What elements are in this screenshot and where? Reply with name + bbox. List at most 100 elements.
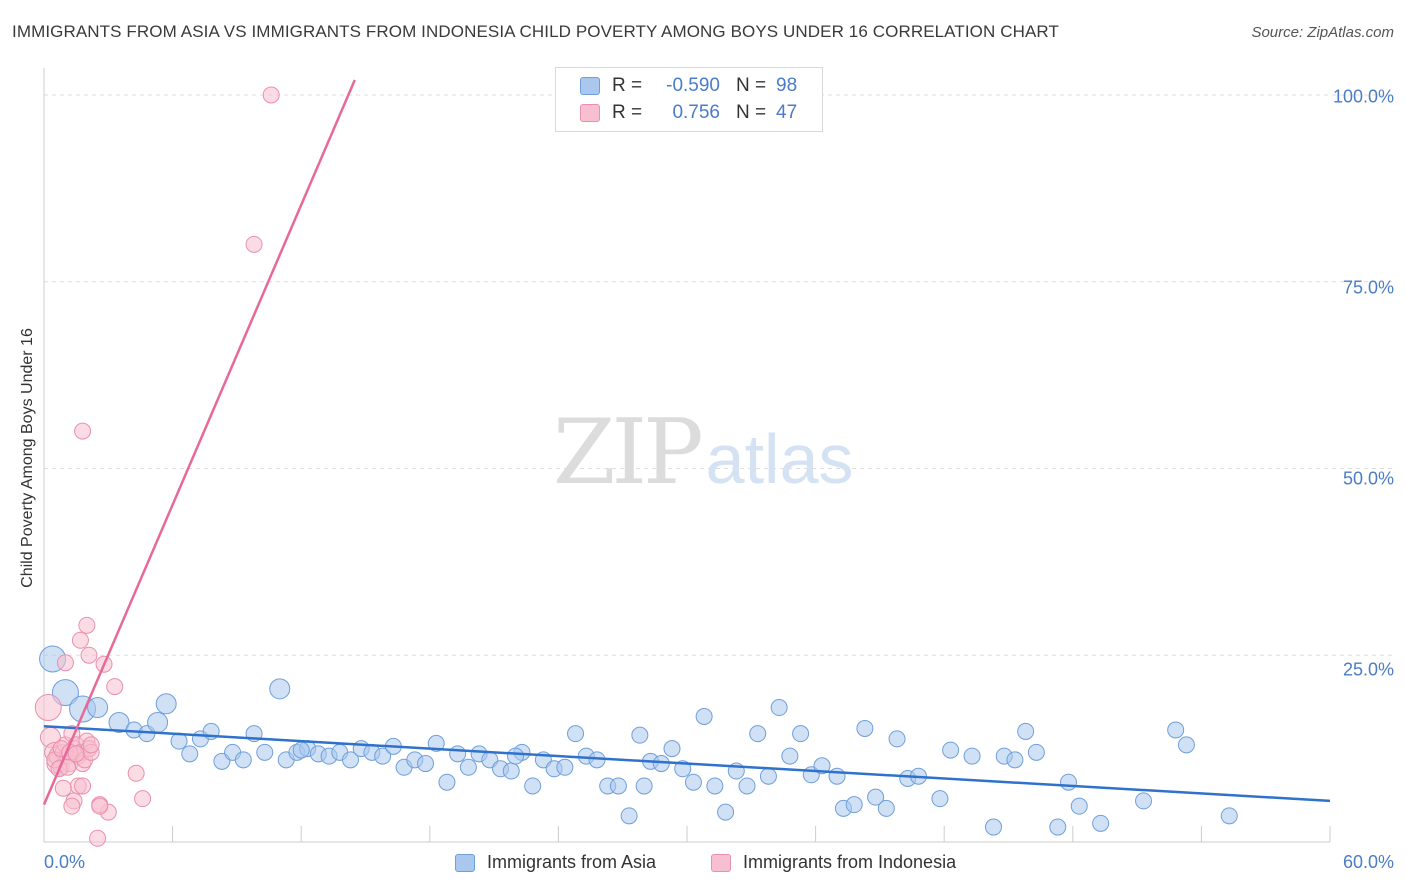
asia-point bbox=[877, 799, 895, 817]
indonesia-point bbox=[134, 790, 152, 808]
asia-point bbox=[374, 747, 392, 765]
asia-point bbox=[845, 796, 863, 814]
legend-label-indonesia: Immigrants from Indonesia bbox=[743, 852, 957, 872]
asia-point bbox=[813, 757, 831, 775]
asia-point bbox=[234, 751, 252, 769]
n-label: N = bbox=[736, 75, 767, 96]
asia-point bbox=[888, 730, 906, 748]
asia-point bbox=[1006, 751, 1024, 769]
indonesia-point bbox=[63, 797, 81, 815]
r-label: R = bbox=[612, 102, 643, 123]
asia-point bbox=[108, 711, 130, 733]
asia-point bbox=[502, 762, 520, 780]
n-value: 47 bbox=[776, 102, 798, 123]
asia-point bbox=[770, 699, 788, 717]
asia-point bbox=[792, 725, 810, 743]
indonesia-point bbox=[67, 745, 85, 763]
asia-point bbox=[931, 790, 949, 808]
indonesia-point bbox=[78, 616, 96, 634]
grid-layer bbox=[44, 94, 1392, 656]
asia-swatch-icon bbox=[455, 853, 475, 872]
asia-point bbox=[181, 745, 199, 763]
indonesia-point bbox=[34, 694, 62, 722]
asia-point bbox=[51, 679, 79, 707]
asia-point bbox=[449, 745, 467, 763]
asia-point bbox=[1177, 736, 1195, 754]
indonesia-point bbox=[106, 678, 124, 696]
asia-point bbox=[1092, 814, 1110, 832]
indonesia-trend-line bbox=[42, 79, 356, 806]
asia-point bbox=[524, 777, 542, 795]
legend-label-asia: Immigrants from Asia bbox=[487, 852, 657, 872]
asia-point bbox=[269, 678, 291, 700]
asia-point bbox=[631, 726, 649, 744]
asia-point bbox=[507, 747, 525, 765]
asia-point bbox=[292, 741, 310, 759]
asia-point bbox=[759, 767, 777, 785]
r-value: 0.756 bbox=[672, 102, 720, 123]
n-label: N = bbox=[736, 102, 767, 123]
indonesia-point bbox=[74, 422, 92, 440]
correlation-legend: R = -0.590 N = 98 R = 0.756 N = 47 bbox=[555, 67, 823, 132]
asia-point bbox=[567, 725, 585, 743]
y-tick-label: 25.0% bbox=[1342, 659, 1394, 680]
asia-point bbox=[620, 807, 638, 825]
asia-series bbox=[39, 645, 1238, 836]
asia-point bbox=[1220, 807, 1238, 825]
asia-point bbox=[341, 751, 359, 769]
asia-point bbox=[781, 747, 799, 765]
asia-point bbox=[706, 777, 724, 795]
asia-trend-line bbox=[43, 724, 1331, 803]
x-tick-label-min: 0.0% bbox=[44, 852, 86, 872]
asia-point bbox=[663, 740, 681, 758]
chart-title: IMMIGRANTS FROM ASIA VS IMMIGRANTS FROM … bbox=[12, 22, 1059, 41]
asia-point bbox=[1027, 743, 1045, 761]
asia-point bbox=[963, 747, 981, 765]
asia-point bbox=[942, 741, 960, 759]
asia-point bbox=[147, 711, 169, 733]
asia-point bbox=[695, 707, 713, 725]
watermark: ZIPatlas bbox=[553, 400, 854, 505]
indonesia-point bbox=[89, 829, 107, 847]
trend-lines bbox=[42, 79, 1331, 806]
asia-point bbox=[738, 777, 756, 795]
asia-point bbox=[867, 788, 885, 806]
asia-point bbox=[984, 818, 1002, 836]
asia-point bbox=[427, 734, 445, 752]
asia-point bbox=[87, 697, 109, 719]
asia-point bbox=[856, 719, 874, 737]
asia-point bbox=[1017, 722, 1035, 740]
indonesia-point bbox=[56, 654, 74, 672]
asia-point bbox=[635, 777, 653, 795]
watermark-zip: ZIP bbox=[553, 400, 704, 505]
asia-point bbox=[1070, 797, 1088, 815]
asia-point bbox=[1135, 792, 1153, 810]
indonesia-point bbox=[262, 86, 280, 104]
r-value: -0.590 bbox=[666, 75, 720, 96]
indonesia-point bbox=[54, 779, 72, 797]
legend-row-asia: R = -0.590 N = 98 bbox=[580, 74, 797, 98]
asia-point bbox=[609, 777, 627, 795]
y-axis-label: Child Poverty Among Boys Under 16 bbox=[19, 328, 36, 588]
asia-point bbox=[684, 773, 702, 791]
asia-point bbox=[828, 767, 846, 785]
asia-point bbox=[417, 755, 435, 773]
watermark-atlas: atlas bbox=[705, 420, 854, 498]
y-tick-label: 75.0% bbox=[1342, 277, 1394, 298]
asia-point bbox=[749, 725, 767, 743]
asia-point bbox=[256, 743, 274, 761]
legend-row-indonesia: R = 0.756 N = 47 bbox=[580, 101, 797, 125]
asia-swatch-icon bbox=[580, 77, 600, 95]
asia-point bbox=[155, 693, 177, 715]
y-tick-label: 50.0% bbox=[1342, 468, 1394, 489]
asia-point bbox=[459, 758, 477, 776]
indonesia-point bbox=[74, 777, 92, 795]
x-tick-label-max: 60.0% bbox=[1342, 852, 1394, 872]
y-tick-label: 100.0% bbox=[1332, 86, 1394, 107]
indonesia-point bbox=[245, 235, 263, 253]
bottom-legend-asia: Immigrants from Asia bbox=[455, 852, 656, 873]
asia-point bbox=[438, 773, 456, 791]
asia-point bbox=[1167, 721, 1185, 739]
indonesia-swatch-icon bbox=[711, 853, 731, 872]
